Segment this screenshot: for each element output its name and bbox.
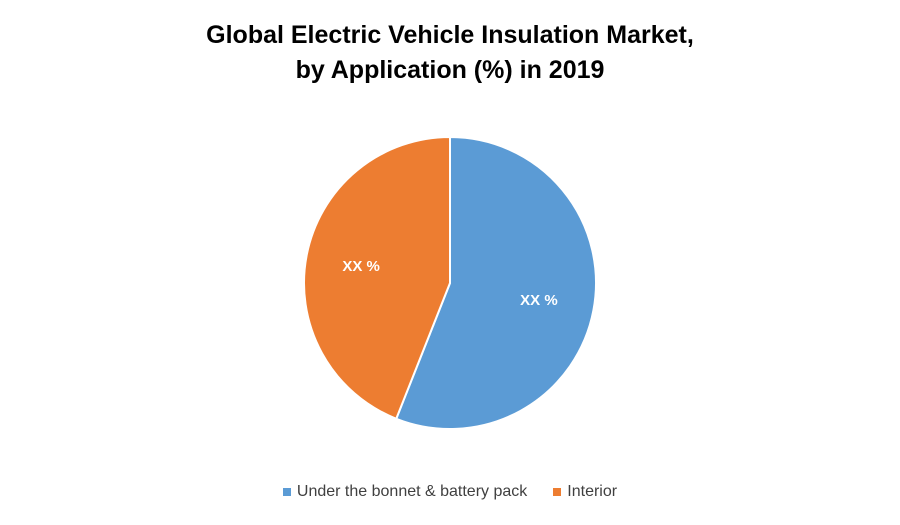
pie-slice-1 [303, 135, 451, 421]
legend-item-under-bonnet: Under the bonnet & battery pack [282, 483, 528, 501]
legend: Under the bonnet & battery pack Interior [0, 483, 900, 501]
data-label-0: XX % [520, 292, 558, 309]
legend-swatch [282, 488, 291, 496]
chart-title: Global Electric Vehicle Insulation Marke… [0, 18, 900, 88]
legend-item-interior: Interior [553, 483, 617, 501]
legend-swatch [553, 488, 562, 496]
legend-label: Under the bonnet & battery pack [296, 483, 528, 500]
legend-label: Interior [567, 483, 618, 500]
pie-slice-0 [394, 135, 597, 430]
data-label-1: XX % [342, 258, 380, 275]
chart-title-line-2: by Application (%) in 2019 [295, 56, 605, 84]
chart-title-line-1: Global Electric Vehicle Insulation Marke… [206, 21, 694, 49]
